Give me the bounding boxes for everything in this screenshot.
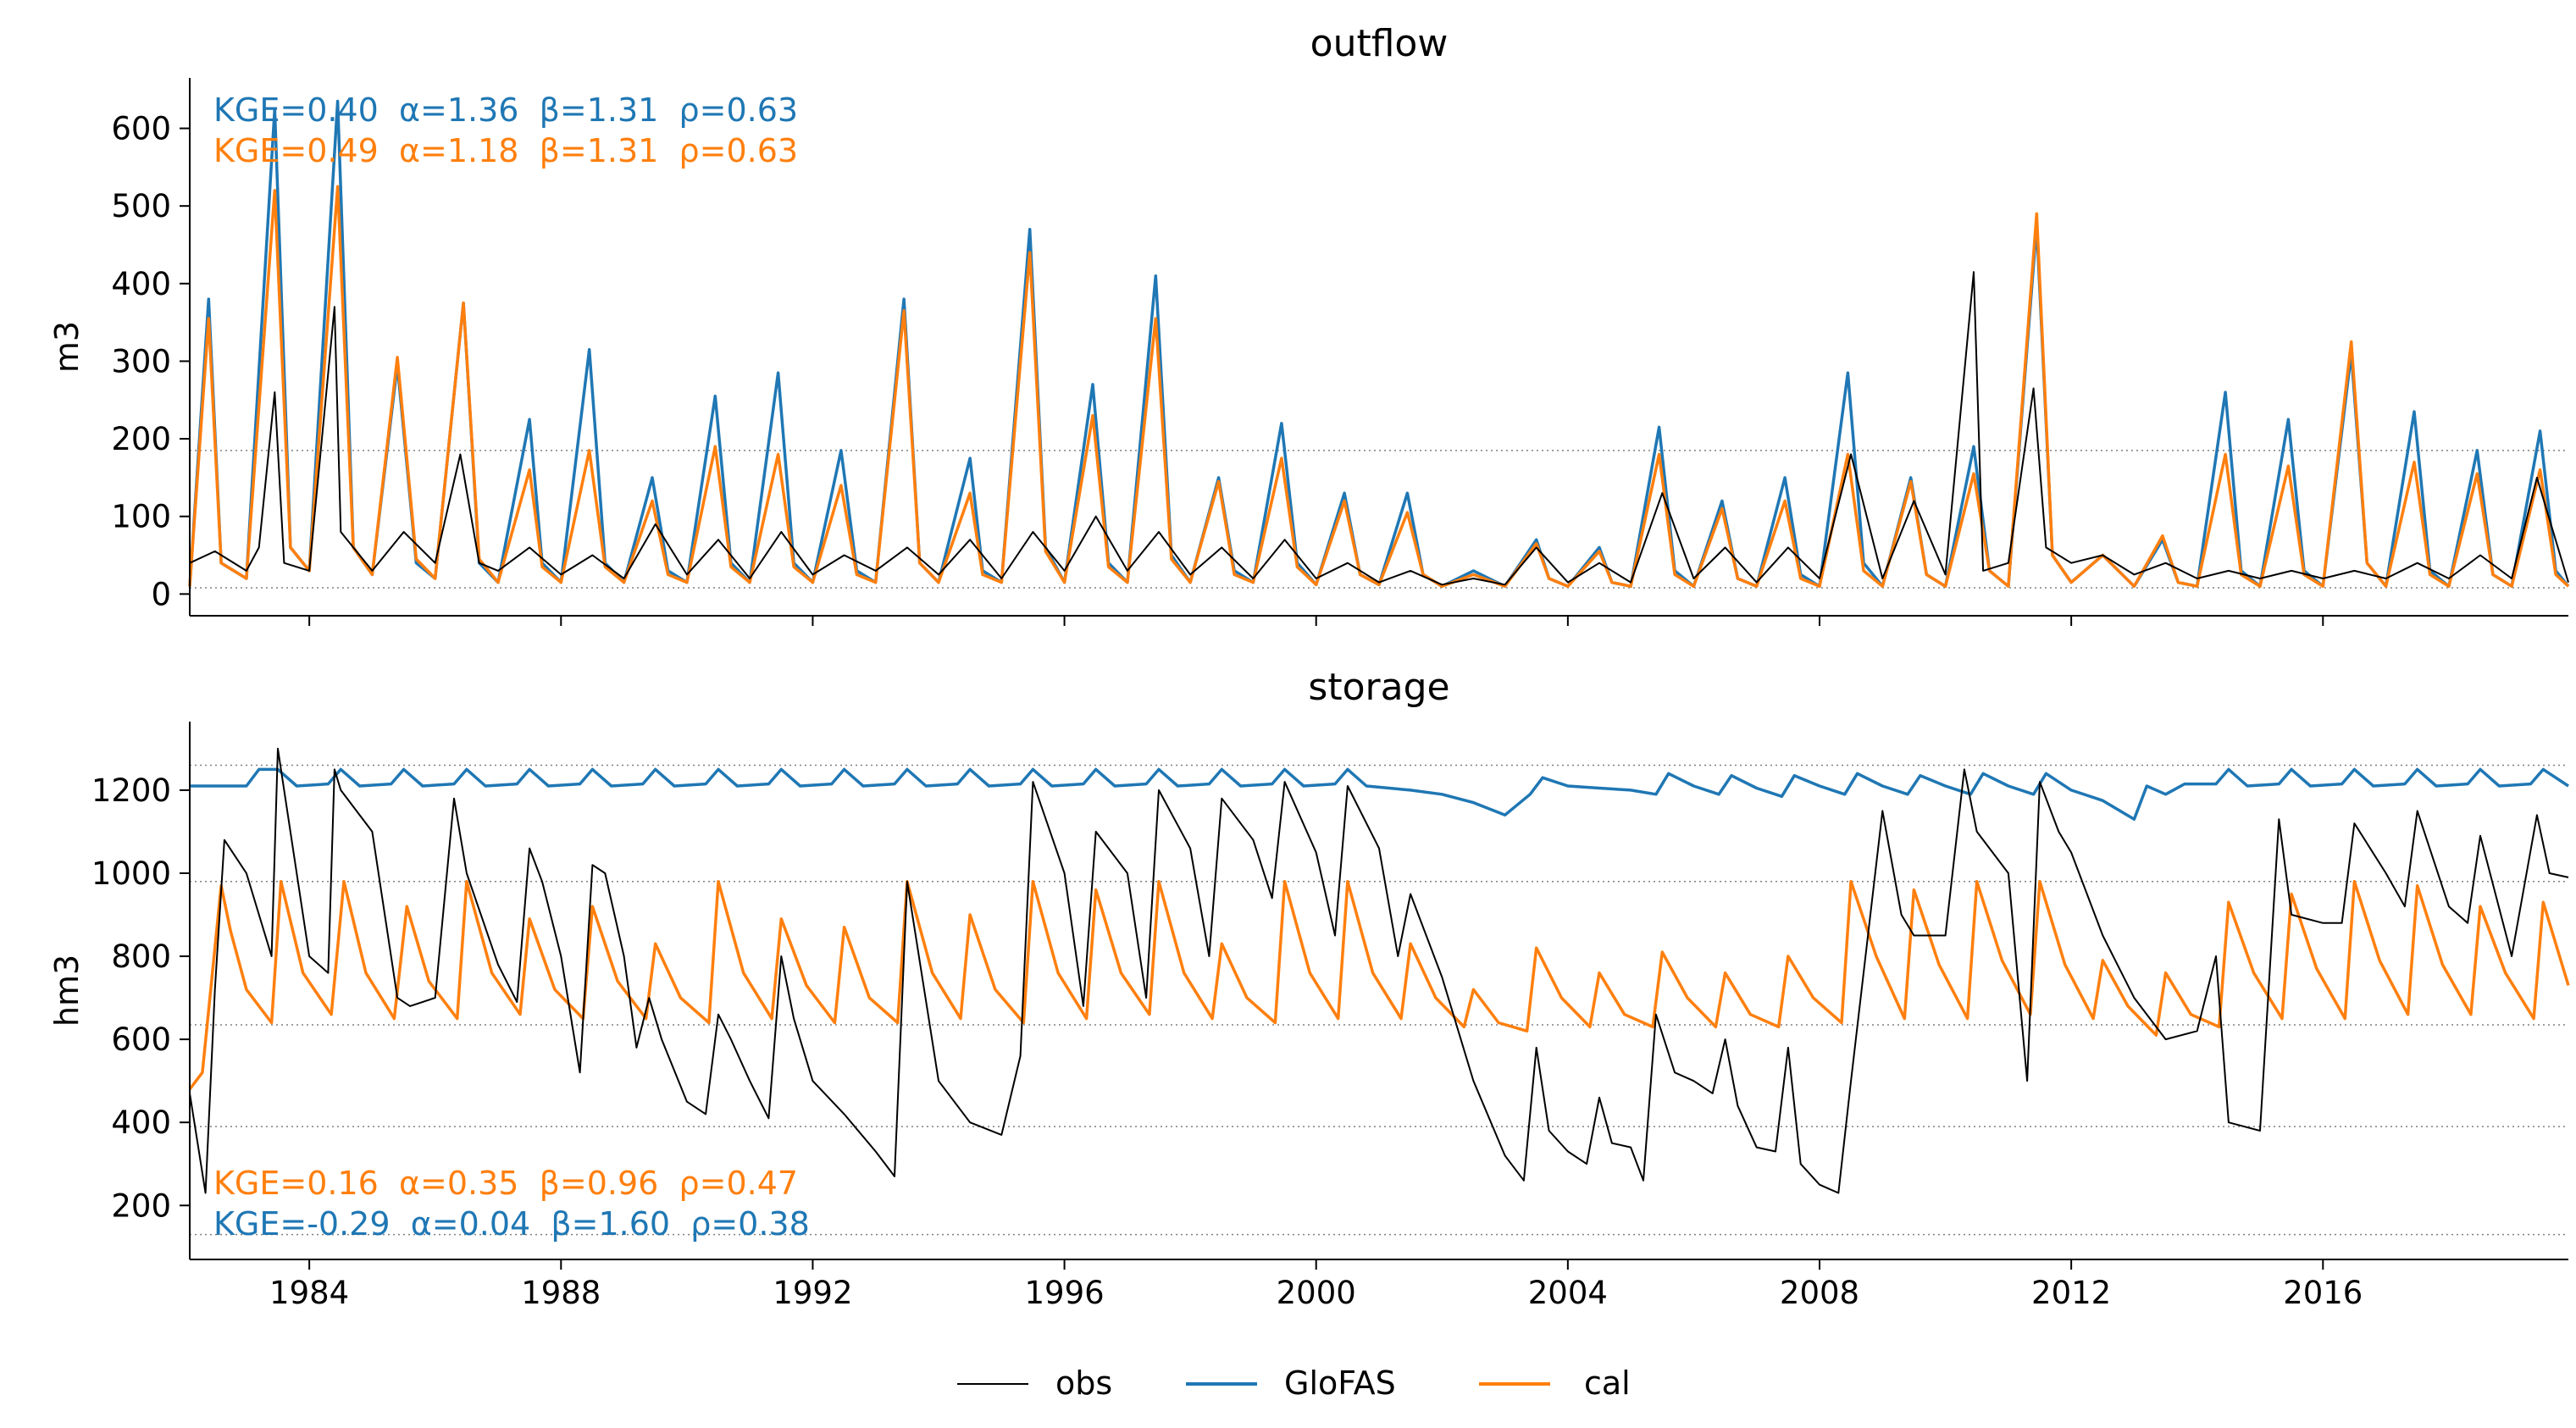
y-tick-label: 100 [111, 499, 171, 535]
y-tick-label: 300 [111, 343, 171, 379]
panel-title: outflow [1310, 22, 1449, 65]
y-tick-label: 400 [111, 266, 171, 302]
stats-label: KGE=0.40 α=1.36 β=1.31 ρ=0.63 [213, 91, 798, 129]
y-axis-label: hm3 [48, 955, 86, 1027]
stats-label: KGE=0.49 α=1.18 β=1.31 ρ=0.63 [213, 132, 798, 169]
legend-label: GloFAS [1284, 1364, 1396, 1402]
x-tick-label: 2000 [1277, 1275, 1356, 1311]
y-tick-label: 1000 [91, 855, 171, 892]
legend-item-obs: obs [957, 1364, 1112, 1402]
x-tick-label: 1988 [521, 1275, 601, 1311]
y-ticks: 200 400 600 800 1000 1200 [91, 772, 190, 1224]
y-tick-label: 1200 [91, 772, 171, 809]
panel-outflow: outflow m3 0 100 200 300 400 500 600 KGE=0.40 … [48, 22, 2570, 626]
stats-label: KGE=-0.29 α=0.04 β=1.60 ρ=0.38 [213, 1205, 810, 1243]
gridlines [190, 450, 2568, 589]
y-axis-label: m3 [48, 321, 86, 373]
y-tick-label: 0 [151, 576, 171, 612]
y-tick-label: 800 [111, 938, 171, 975]
x-tick-label: 1984 [269, 1275, 349, 1311]
x-tick-label: 2016 [2283, 1275, 2363, 1311]
x-ticks: 1984 1988 1992 1996 2000 2004 2008 2012 2016 [269, 1259, 2363, 1311]
gridlines [190, 764, 2568, 1236]
y-tick-label: 200 [111, 421, 171, 457]
legend: obs GloFAS cal [957, 1364, 1631, 1402]
panel-title: storage [1308, 666, 1449, 709]
y-tick-label: 600 [111, 111, 171, 147]
y-tick-label: 600 [111, 1021, 171, 1058]
x-tick-label: 1996 [1024, 1275, 1104, 1311]
axes-spines [189, 722, 2568, 1260]
legend-item-cal: cal [1479, 1364, 1631, 1402]
series-line-cal [188, 185, 2570, 588]
x-ticks [308, 616, 2324, 626]
y-tick-label: 500 [111, 188, 171, 224]
x-tick-label: 1992 [773, 1275, 852, 1311]
x-tick-label: 2012 [2031, 1275, 2111, 1311]
legend-label: cal [1584, 1364, 1631, 1402]
stats-label: KGE=0.16 α=0.35 β=0.96 ρ=0.47 [213, 1165, 798, 1202]
legend-label: obs [1055, 1364, 1112, 1402]
x-tick-label: 2004 [1528, 1275, 1608, 1311]
series-line-obs [189, 271, 2569, 586]
legend-item-glofas: GloFAS [1186, 1364, 1396, 1402]
series-line-cal [188, 880, 2570, 1091]
series-line-glofas [190, 767, 2569, 821]
y-tick-label: 400 [111, 1104, 171, 1141]
series-lines [188, 747, 2570, 1194]
x-tick-label: 2008 [1780, 1275, 1859, 1311]
axes-spines [189, 78, 2568, 617]
series-lines [188, 99, 2570, 588]
y-ticks: 0 100 200 300 400 500 600 [111, 111, 190, 612]
series-line-obs [189, 747, 2569, 1194]
y-tick-label: 200 [111, 1187, 171, 1224]
